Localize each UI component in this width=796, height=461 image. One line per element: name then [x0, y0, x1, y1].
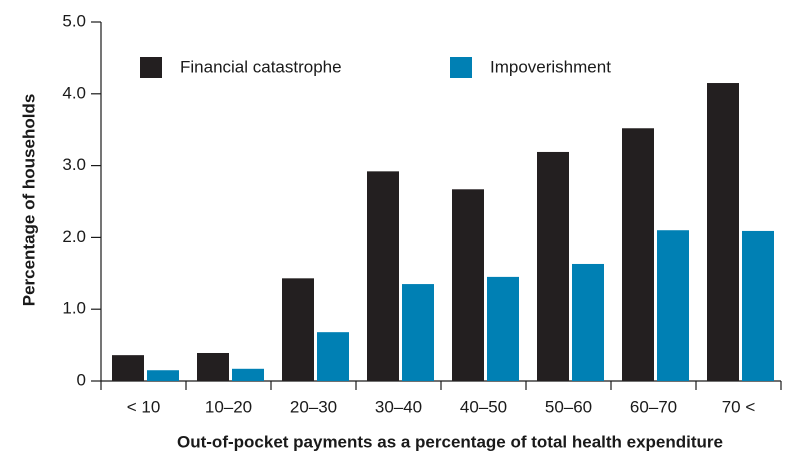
x-tick-label: 20–30 [290, 397, 337, 416]
x-tick-label: 40–50 [460, 397, 507, 416]
bar [657, 230, 689, 381]
bar [367, 171, 399, 381]
x-tick-label: < 10 [127, 397, 161, 416]
bar [537, 151, 569, 381]
y-tick-label: 1.0 [62, 299, 86, 318]
bar [487, 276, 519, 381]
x-axis-label: Out-of-pocket payments as a percentage o… [177, 432, 723, 451]
y-tick-label: 3.0 [62, 155, 86, 174]
x-tick-label: 30–40 [375, 397, 422, 416]
y-tick-label: 2.0 [62, 227, 86, 246]
y-tick-label: 5.0 [62, 11, 86, 30]
x-tick-label: 10–20 [205, 397, 252, 416]
bar [402, 284, 434, 381]
bar [707, 83, 739, 381]
y-tick-label: 4.0 [62, 83, 86, 102]
x-tick-label: 70 < [722, 397, 756, 416]
bar [232, 368, 264, 381]
bar [742, 230, 774, 381]
bar [282, 278, 314, 381]
bar [317, 332, 349, 381]
bar [572, 263, 604, 381]
bar [452, 189, 484, 381]
x-tick-label: 60–70 [630, 397, 677, 416]
bar [622, 128, 654, 381]
y-axis-label: Percentage of households [19, 94, 38, 307]
legend-label: Financial catastrophe [180, 57, 342, 76]
legend-swatch [140, 57, 162, 78]
legend-label: Impoverishment [490, 57, 611, 76]
x-tick-label: 50–60 [545, 397, 592, 416]
bar [147, 370, 179, 381]
bar [112, 355, 144, 381]
legend-swatch [450, 57, 472, 78]
bar [197, 352, 229, 381]
y-tick-label: 0 [77, 370, 86, 389]
